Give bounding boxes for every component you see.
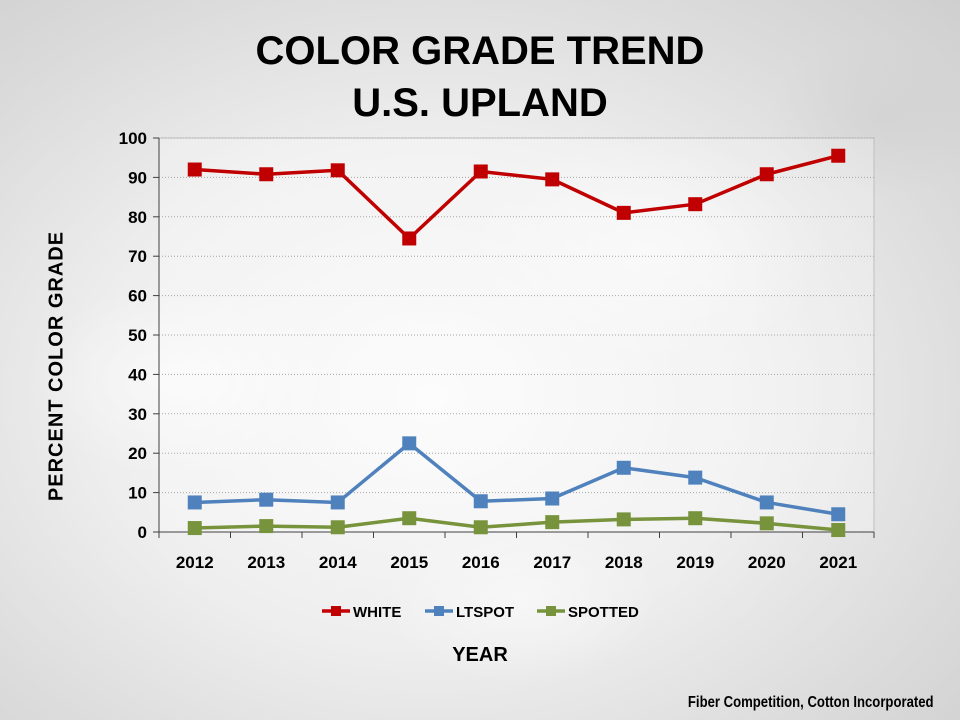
series-layer: [187, 148, 846, 538]
y-tick-label: 100: [119, 129, 147, 148]
chart-title: COLOR GRADE TREND: [255, 29, 705, 73]
data-point-spotted: [473, 520, 488, 535]
y-tick-label: 80: [128, 208, 147, 227]
data-point-white: [688, 197, 703, 212]
legend-marker-white: [331, 606, 341, 616]
chart-subtitle: U.S. UPLAND: [352, 81, 608, 125]
data-point-spotted: [759, 516, 774, 531]
data-point-ltspot: [831, 507, 846, 522]
data-point-ltspot: [688, 470, 703, 485]
data-point-spotted: [831, 523, 846, 538]
x-tick-label: 2014: [319, 553, 357, 572]
data-point-white: [259, 167, 274, 182]
y-axis-label: PERCENT COLOR GRADE: [45, 230, 68, 502]
data-point-white: [616, 205, 631, 220]
x-tick-label: 2015: [390, 553, 428, 572]
x-tick-label: 2012: [176, 553, 214, 572]
axes: 0 10 20 30 40 50 60 70 80 90 100 2012 2013 2014 2015 20…: [119, 129, 875, 572]
data-point-ltspot: [402, 436, 417, 451]
data-point-ltspot: [545, 491, 560, 506]
data-point-white: [831, 148, 846, 163]
x-axis-label: YEAR: [452, 644, 508, 666]
data-point-spotted: [545, 515, 560, 530]
y-tick-label: 30: [128, 405, 147, 424]
legend-marker-spotted: [546, 606, 556, 616]
x-tick-label: 2013: [247, 553, 285, 572]
gridlines: [159, 137, 874, 494]
data-point-spotted: [187, 521, 202, 536]
legend-label-ltspot: LTSPOT: [456, 604, 514, 621]
data-point-white: [330, 163, 345, 178]
x-tick-label: 2016: [462, 553, 500, 572]
x-tick-label: 2018: [605, 553, 643, 572]
data-point-ltspot: [330, 495, 345, 510]
series-line-ltspot: [194, 441, 839, 516]
data-point-spotted: [330, 520, 345, 535]
x-tick-label: 2021: [819, 553, 857, 572]
data-point-ltspot: [759, 495, 774, 510]
series-line-spotted: [194, 516, 839, 532]
data-point-ltspot: [473, 494, 488, 509]
data-point-white: [759, 167, 774, 182]
legend: WHITE LTSPOT SPOTTED: [322, 604, 639, 621]
series-ltspot: [187, 436, 846, 522]
series-line-white: [194, 154, 839, 241]
series-white: [187, 148, 846, 246]
data-point-white: [402, 231, 417, 246]
y-tick-label: 0: [138, 523, 147, 542]
data-point-ltspot: [259, 492, 274, 507]
data-point-white: [473, 164, 488, 179]
x-tick-label: 2020: [748, 553, 786, 572]
data-point-ltspot: [187, 495, 202, 510]
x-tick-label: 2017: [533, 553, 571, 572]
source-credit: Fiber Competition, Cotton Incorporated: [688, 694, 934, 711]
x-tick-label: 2019: [676, 553, 714, 572]
data-point-spotted: [259, 519, 274, 534]
legend-item-ltspot: LTSPOT: [425, 604, 514, 621]
legend-marker-ltspot: [434, 606, 444, 616]
data-point-white: [545, 172, 560, 187]
data-point-ltspot: [616, 460, 631, 475]
legend-label-white: WHITE: [353, 604, 401, 621]
data-point-white: [187, 162, 202, 177]
y-tick-label: 70: [128, 247, 147, 266]
data-point-spotted: [402, 511, 417, 526]
series-spotted: [187, 511, 846, 538]
legend-item-white: WHITE: [322, 604, 401, 621]
legend-label-spotted: SPOTTED: [568, 604, 639, 621]
y-tick-label: 60: [128, 287, 147, 306]
data-point-spotted: [688, 511, 703, 526]
y-tick-label: 10: [128, 484, 147, 503]
y-tick-label: 20: [128, 444, 147, 463]
y-tick-label: 40: [128, 365, 147, 384]
data-point-spotted: [616, 512, 631, 527]
legend-item-spotted: SPOTTED: [537, 604, 639, 621]
y-tick-label: 90: [128, 168, 147, 187]
y-tick-label: 50: [128, 326, 147, 345]
